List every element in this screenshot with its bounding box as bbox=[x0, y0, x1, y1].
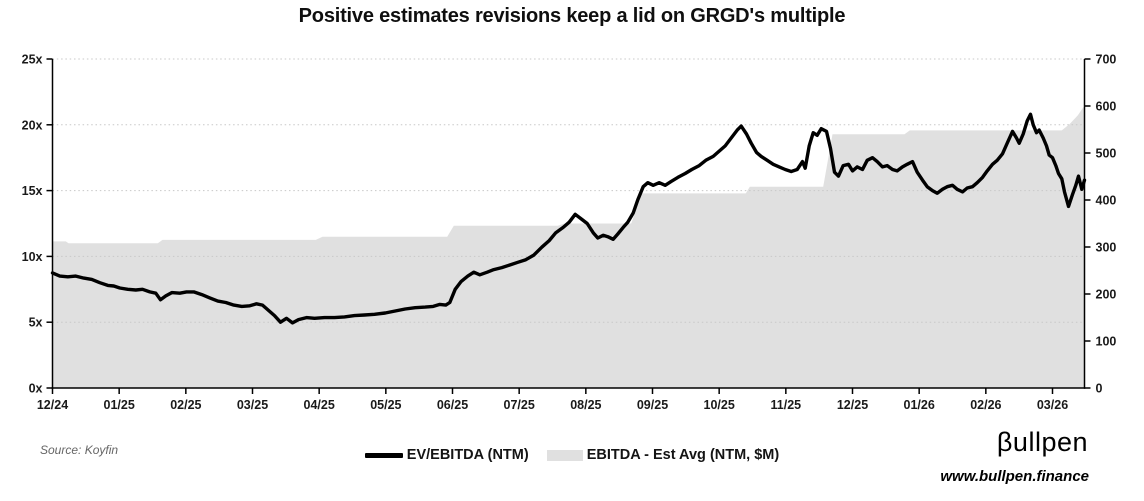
legend-item-ev-ebitda: EV/EBITDA (NTM) bbox=[364, 447, 529, 463]
y-right-tick-label: 700 bbox=[1096, 53, 1117, 67]
y-right-tick-label: 500 bbox=[1096, 147, 1117, 161]
legend-label: EV/EBITDA (NTM) bbox=[406, 447, 529, 463]
x-tick-label: 08/25 bbox=[570, 398, 601, 412]
x-tick-label: 02/25 bbox=[170, 398, 201, 412]
legend-item-ebitda-est: EBITDA - Est Avg (NTM, $M) bbox=[546, 447, 780, 463]
x-tick-label: 03/26 bbox=[1037, 398, 1068, 412]
bullpen-logo: βullpen bbox=[996, 427, 1088, 457]
y-left-tick-label: 20x bbox=[22, 118, 43, 132]
y-right-tick-label: 100 bbox=[1096, 335, 1117, 349]
x-tick-label: 12/24 bbox=[37, 398, 68, 412]
x-tick-label: 07/25 bbox=[504, 398, 535, 412]
x-tick-label: 02/26 bbox=[970, 398, 1001, 412]
y-left-tick-label: 15x bbox=[22, 184, 43, 198]
source-note: Source: Koyfin bbox=[40, 443, 119, 457]
ev-ebitda-line bbox=[50, 112, 1087, 325]
area-swatch-icon bbox=[546, 449, 583, 461]
legend-label: EBITDA - Est Avg (NTM, $M) bbox=[586, 447, 780, 463]
legend: EV/EBITDA (NTM) EBITDA - Est Avg (NTM, $… bbox=[0, 444, 1144, 466]
x-tick-label: 03/25 bbox=[237, 398, 268, 412]
x-tick-label: 01/26 bbox=[904, 398, 935, 412]
x-tick-label: 10/25 bbox=[704, 398, 735, 412]
y-right-tick-label: 0 bbox=[1096, 382, 1103, 396]
y-right-tick-label: 600 bbox=[1096, 100, 1117, 114]
x-tick-label: 12/25 bbox=[837, 398, 868, 412]
y-left-tick-label: 25x bbox=[22, 53, 43, 67]
y-left-tick-label: 5x bbox=[29, 316, 43, 330]
x-tick-label: 01/25 bbox=[104, 398, 135, 412]
x-tick-label: 04/25 bbox=[304, 398, 335, 412]
x-tick-label: 06/25 bbox=[437, 398, 468, 412]
y-left-tick-label: 10x bbox=[22, 250, 43, 264]
bullpen-url: www.bullpen.finance bbox=[940, 468, 1089, 485]
y-left-tick-label: 0x bbox=[29, 382, 43, 396]
x-tick-label: 11/25 bbox=[771, 398, 802, 412]
x-tick-label: 09/25 bbox=[637, 398, 668, 412]
chart-title: Positive estimates revisions keep a lid … bbox=[298, 5, 846, 27]
x-tick-label: 05/25 bbox=[370, 398, 401, 412]
y-right-tick-label: 300 bbox=[1096, 241, 1117, 255]
y-right-tick-label: 400 bbox=[1096, 194, 1117, 208]
ebitda-area bbox=[52, 106, 1085, 389]
y-right-tick-label: 200 bbox=[1096, 288, 1117, 302]
line-swatch-icon bbox=[364, 452, 403, 458]
